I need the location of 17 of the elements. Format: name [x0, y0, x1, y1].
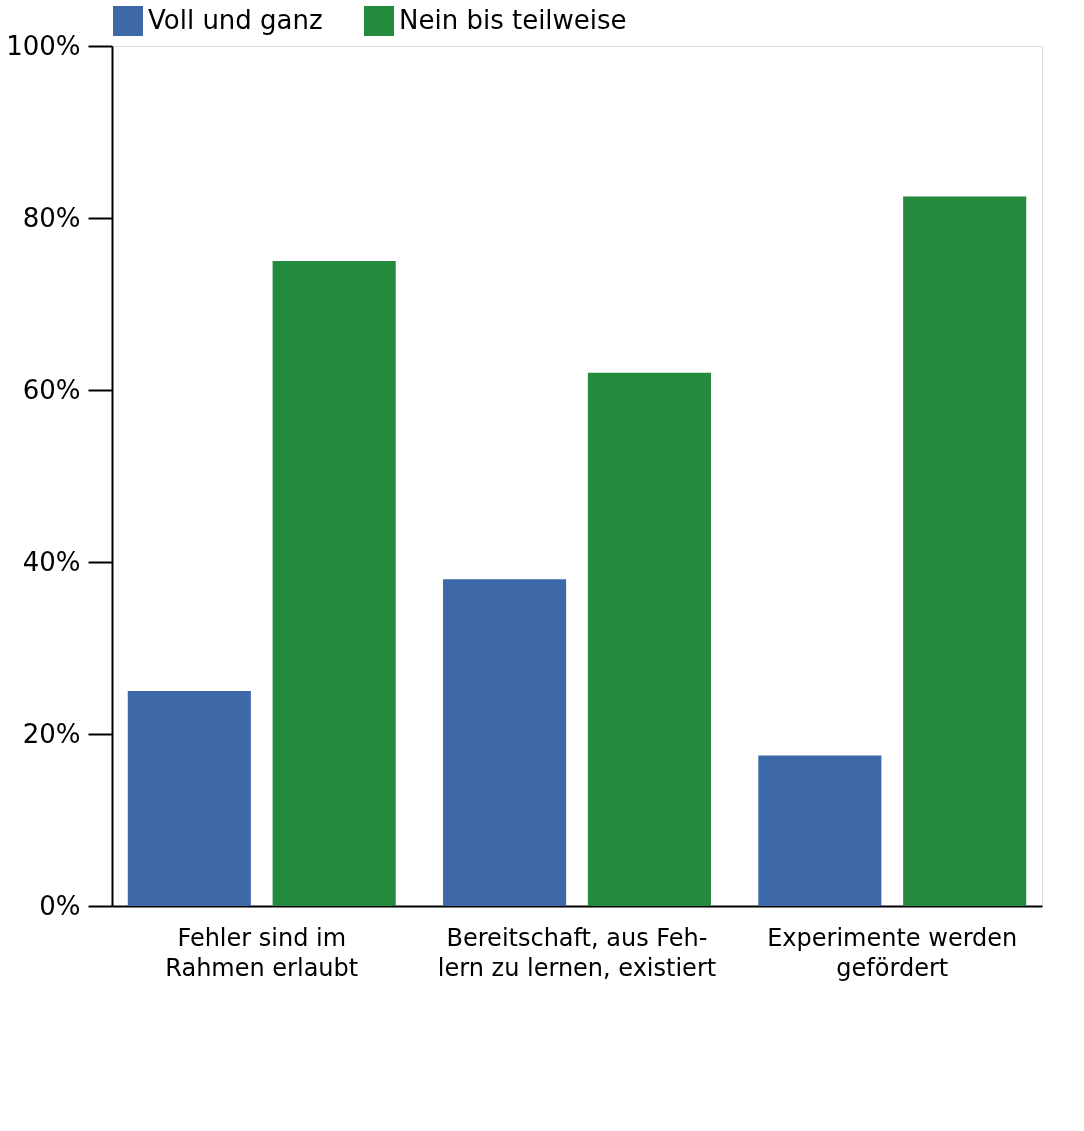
bar — [443, 579, 567, 906]
legend-label: Voll und ganz — [148, 5, 323, 35]
bar — [758, 755, 882, 906]
y-tick-label: 60% — [22, 374, 81, 405]
x-tick-label: Bereitschaft, aus Feh- lern zu lernen, existiert — [437, 923, 717, 982]
y-tick-label: 40% — [22, 546, 81, 577]
y-tick-label: 80% — [22, 202, 81, 233]
y-tick-label: 100% — [6, 30, 81, 61]
bar — [587, 372, 711, 906]
y-tick-label: 20% — [22, 718, 81, 749]
y-tick-label: 0% — [39, 890, 81, 921]
bar — [903, 196, 1027, 906]
x-tick-label: Experimente werden gefördert — [767, 923, 1018, 982]
x-tick-label: Fehler sind im Rahmen erlaubt — [165, 923, 359, 982]
bar — [127, 691, 251, 906]
legend-label: Nein bis teilweise — [399, 5, 627, 35]
bar — [272, 261, 396, 906]
